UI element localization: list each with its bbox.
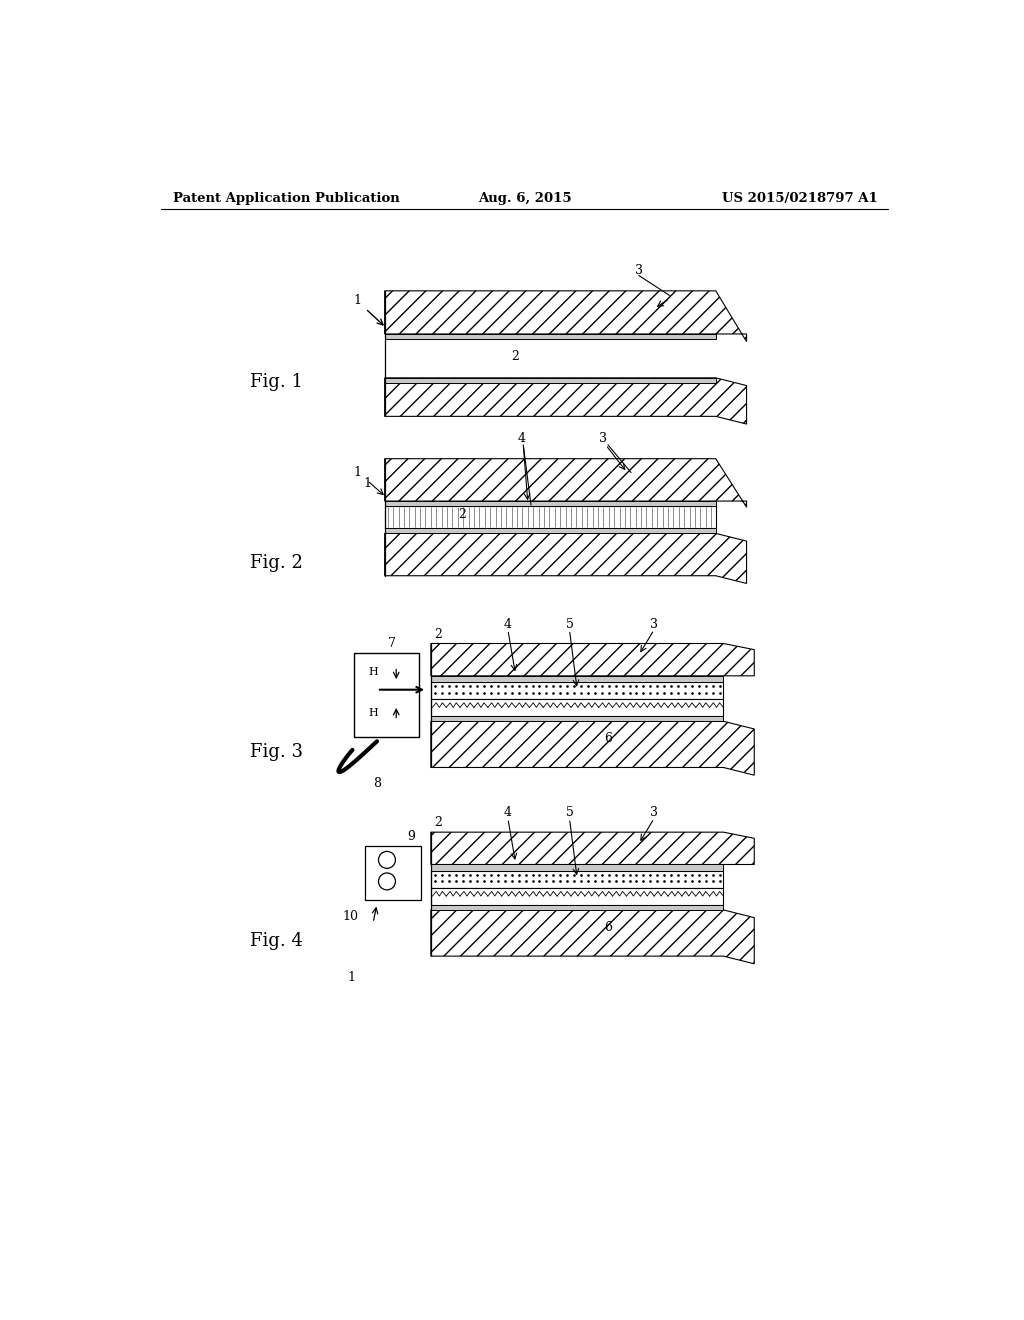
Text: 8: 8 — [373, 777, 381, 791]
Text: 10: 10 — [342, 911, 358, 924]
Text: Fig. 3: Fig. 3 — [250, 743, 303, 762]
Text: 2: 2 — [434, 628, 442, 640]
Text: 7: 7 — [388, 638, 396, 649]
Text: 6: 6 — [604, 921, 612, 935]
Text: 2: 2 — [434, 816, 442, 829]
Text: 3: 3 — [635, 264, 643, 277]
Text: 6: 6 — [604, 733, 612, 746]
Text: 4: 4 — [518, 432, 525, 445]
Text: Aug. 6, 2015: Aug. 6, 2015 — [478, 191, 571, 205]
Bar — [385, 502, 716, 507]
Bar — [431, 700, 724, 715]
Polygon shape — [385, 459, 746, 507]
Bar — [385, 334, 716, 339]
Bar — [385, 507, 716, 528]
Bar — [385, 528, 716, 533]
Text: 3: 3 — [599, 432, 607, 445]
Bar — [366, 846, 421, 900]
Text: 3: 3 — [650, 618, 658, 631]
Text: H: H — [369, 667, 378, 677]
Text: 1: 1 — [347, 972, 355, 985]
Text: 5: 5 — [565, 618, 573, 631]
Text: 4: 4 — [504, 618, 512, 631]
Text: US 2015/0218797 A1: US 2015/0218797 A1 — [722, 191, 878, 205]
Text: Fig. 4: Fig. 4 — [250, 932, 303, 949]
Text: 1: 1 — [353, 294, 361, 308]
Text: 1: 1 — [364, 477, 372, 490]
Text: 4: 4 — [504, 807, 512, 820]
Bar — [431, 865, 724, 871]
Text: 2: 2 — [458, 508, 466, 520]
Bar — [354, 653, 419, 738]
Text: H: H — [369, 708, 378, 718]
Polygon shape — [385, 378, 746, 424]
Polygon shape — [431, 909, 755, 964]
Bar — [431, 682, 724, 700]
Bar — [431, 904, 724, 909]
Text: Patent Application Publication: Patent Application Publication — [173, 191, 399, 205]
Text: 3: 3 — [650, 807, 658, 820]
Bar — [431, 871, 724, 887]
Text: 1: 1 — [353, 466, 361, 479]
Polygon shape — [431, 721, 755, 775]
Text: 9: 9 — [408, 830, 416, 843]
Text: Fig. 1: Fig. 1 — [250, 372, 303, 391]
Text: 5: 5 — [565, 807, 573, 820]
Text: Fig. 2: Fig. 2 — [250, 553, 303, 572]
Bar — [431, 676, 724, 682]
Text: 2: 2 — [512, 350, 519, 363]
Polygon shape — [431, 832, 755, 865]
Polygon shape — [385, 533, 746, 583]
Bar — [431, 715, 724, 721]
Polygon shape — [385, 290, 746, 342]
Bar — [385, 378, 716, 383]
Bar — [431, 887, 724, 904]
Polygon shape — [431, 644, 755, 676]
